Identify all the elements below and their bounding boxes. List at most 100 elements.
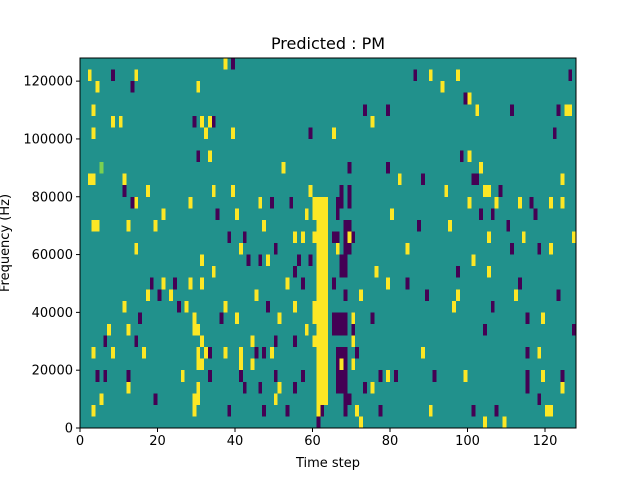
heatmap-cell	[87, 173, 96, 186]
heatmap-cell	[541, 312, 546, 324]
heatmap-cell	[188, 277, 193, 290]
heatmap-cell	[211, 115, 216, 128]
heatmap-cell	[351, 358, 356, 371]
heatmap-cell	[281, 162, 286, 174]
heatmap-cell	[463, 92, 468, 105]
heatmap-cell	[235, 208, 239, 220]
heatmap-cell	[370, 312, 375, 324]
heatmap-cell	[204, 127, 208, 139]
heatmap-cell	[378, 404, 383, 417]
heatmap-cell	[95, 81, 100, 93]
heatmap-cell	[231, 58, 236, 70]
heatmap-cell	[192, 404, 197, 417]
heatmap-cell	[471, 254, 476, 267]
heatmap-cell	[266, 300, 270, 313]
heatmap-cell	[455, 69, 460, 82]
heatmap-cell	[266, 254, 270, 267]
heatmap-cell	[320, 404, 325, 417]
heatmap-cell	[541, 370, 546, 382]
heatmap-cell	[405, 243, 410, 255]
plot-frame	[79, 57, 577, 429]
heatmap-cell	[560, 370, 565, 382]
heatmap-cell	[254, 347, 259, 359]
heatmap-cell	[300, 370, 305, 382]
heatmap-cell	[277, 312, 282, 324]
heatmap-cell	[467, 196, 472, 209]
heatmap-cell	[250, 335, 255, 348]
heatmap-cell	[122, 300, 127, 313]
heatmap-cell	[529, 196, 534, 209]
heatmap-cell	[95, 370, 100, 382]
heatmap-cell	[215, 208, 220, 220]
heatmap-cell	[498, 185, 503, 197]
heatmap-cell	[572, 323, 577, 336]
heatmap-cell	[149, 277, 154, 290]
heatmap-cell	[176, 300, 181, 313]
heatmap-cell	[517, 277, 522, 290]
heatmap-cell	[479, 162, 484, 174]
heatmap-cell	[370, 381, 375, 394]
y-tick-label: 20000	[32, 364, 73, 379]
heatmap-cell	[188, 196, 193, 209]
heatmap-cell	[269, 196, 274, 209]
heatmap-cell	[393, 370, 398, 382]
heatmap-cell	[390, 208, 394, 220]
heatmap-cell	[238, 243, 243, 255]
heatmap-cell	[331, 127, 336, 139]
heatmap-cell	[126, 323, 131, 336]
heatmap-cell	[378, 370, 383, 382]
x-tick-label: 120	[533, 434, 558, 449]
heatmap-cell	[483, 416, 487, 428]
heatmap-cell	[347, 231, 352, 243]
heatmap-cell	[455, 266, 460, 278]
x-tick-label: 40	[227, 434, 244, 449]
heatmap-cell	[293, 300, 298, 313]
heatmap-cell	[200, 115, 205, 128]
heatmap-cell	[331, 312, 348, 336]
heatmap-cell	[405, 277, 410, 290]
heatmap-cell	[514, 289, 518, 301]
heatmap-cell	[293, 335, 298, 348]
heatmap-cell	[471, 173, 476, 186]
heatmap-cell	[308, 127, 313, 139]
heatmap-cell	[486, 231, 491, 243]
plot-area	[79, 57, 577, 429]
heatmap-cell	[386, 277, 391, 290]
heatmap-cell	[525, 312, 530, 324]
heatmap-cell	[142, 347, 146, 359]
heatmap-cell	[196, 81, 201, 93]
heatmap-cell	[111, 115, 115, 128]
y-axis-label: Frequency (Hz)	[0, 194, 13, 292]
heatmap-cell	[486, 266, 491, 278]
heatmap-cell	[343, 393, 348, 417]
heatmap-cell	[238, 370, 243, 382]
heatmap-cell	[359, 416, 363, 428]
heatmap-cell	[138, 312, 143, 324]
x-axis-label: Time step	[295, 456, 360, 471]
heatmap-cell	[424, 289, 429, 301]
heatmap-cell	[204, 347, 208, 359]
heatmap-cell	[200, 335, 205, 348]
heatmap-cell	[130, 196, 135, 209]
heatmap-cell	[211, 185, 216, 197]
heatmap-cell	[568, 104, 573, 116]
y-tick-label: 100000	[23, 132, 73, 147]
heatmap-cell	[126, 219, 131, 232]
heatmap-cell	[440, 81, 445, 93]
heatmap-cell	[417, 219, 422, 232]
heatmap-cell	[347, 162, 352, 174]
heatmap-cell	[153, 393, 158, 405]
heatmap-cell	[455, 289, 460, 301]
heatmap-cell	[242, 231, 247, 243]
y-tick-label: 40000	[32, 306, 73, 321]
heatmap-cell	[273, 370, 278, 382]
heatmap-cell	[525, 370, 530, 394]
heatmap-cell	[560, 196, 565, 209]
heatmap-cell	[355, 404, 360, 417]
heatmap-cell	[444, 185, 449, 197]
heatmap-cell	[506, 219, 511, 232]
heatmap-cell	[235, 312, 239, 324]
heatmap-cell	[525, 347, 530, 359]
x-tick-label: 80	[382, 434, 399, 449]
y-tick-label: 120000	[23, 75, 73, 90]
